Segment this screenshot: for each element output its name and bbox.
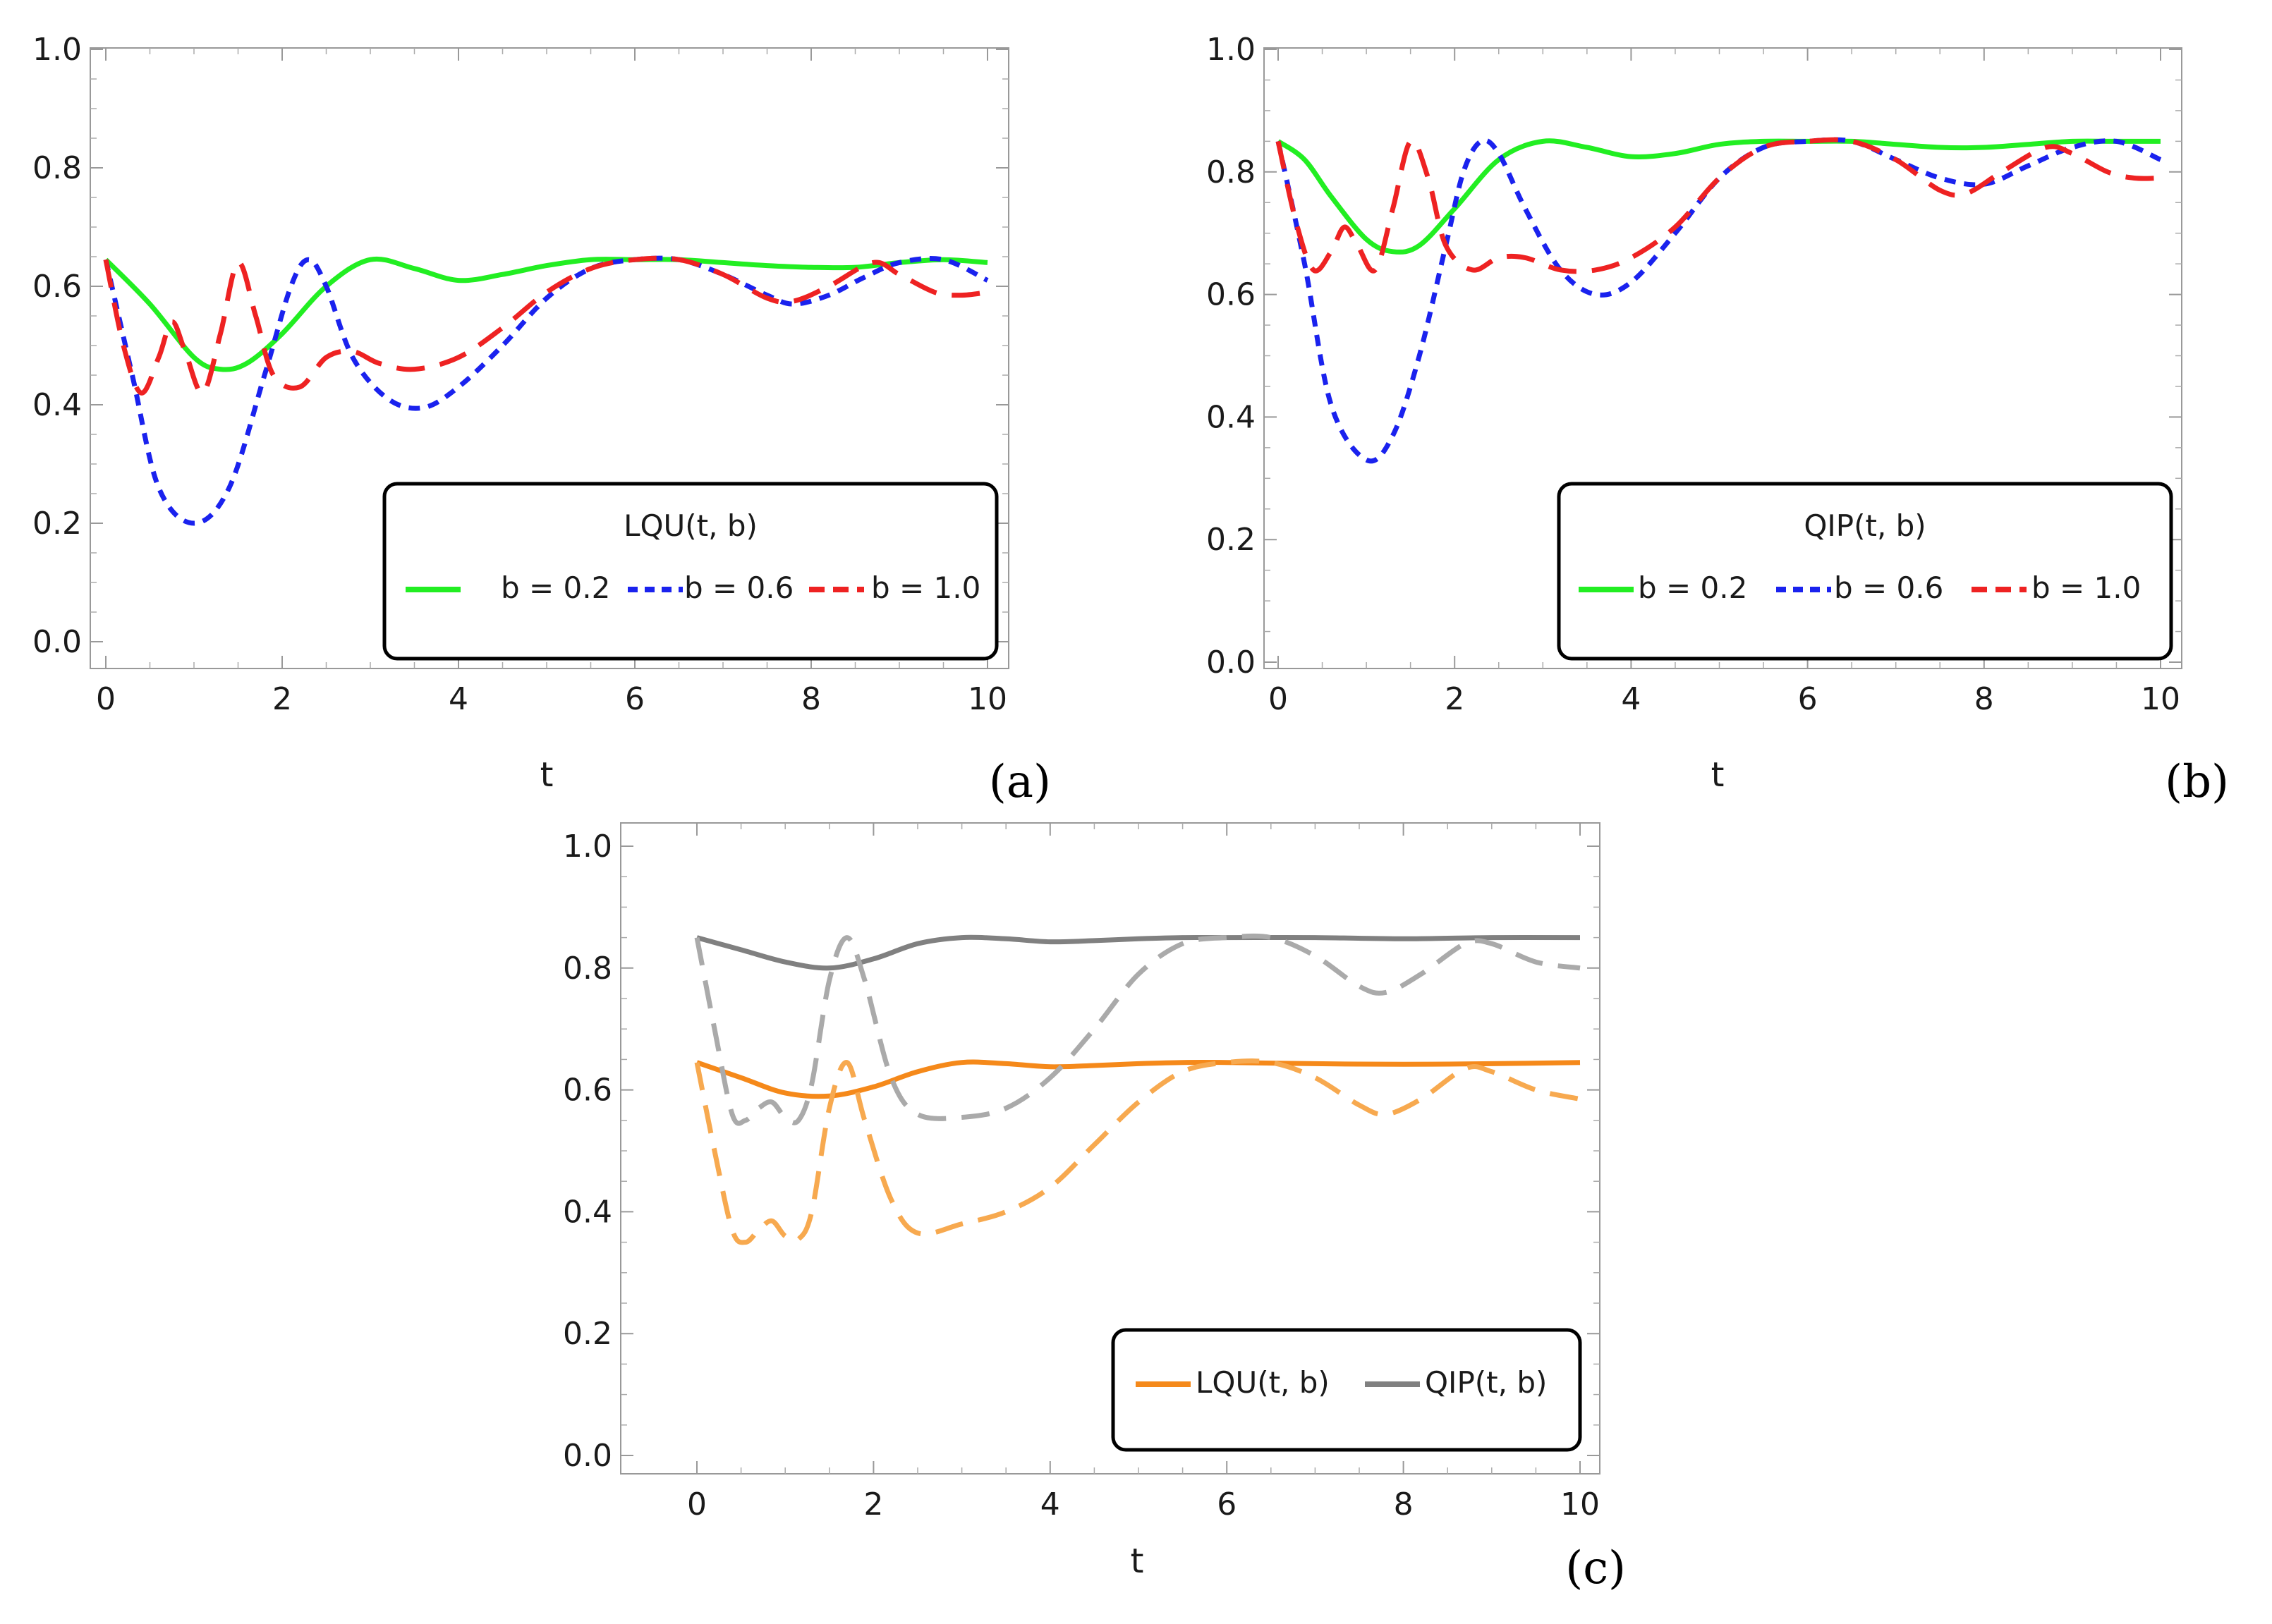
plot-frame bbox=[90, 47, 1009, 669]
panel-b: 0.0 0.2 0.4 0.6 0.8 1.0 0 2 4 6 8 10 t (b) QIP(t, b) b … bbox=[1206, 32, 2229, 808]
x-tick-label: 2 bbox=[272, 681, 292, 717]
x-tick-label: 6 bbox=[625, 681, 645, 717]
y-tick-label: 1.0 bbox=[32, 32, 82, 68]
x-axis-label: t bbox=[1711, 755, 1725, 795]
series-line bbox=[694, 1058, 1581, 1245]
y-tick-label: 0.4 bbox=[563, 1194, 612, 1230]
x-tick-label: 2 bbox=[863, 1486, 883, 1522]
legend: QIP(t, b) b = 0.2 b = 0.6 b = 1.0 bbox=[1557, 482, 2173, 661]
series-line bbox=[696, 934, 1581, 971]
y-tick-label: 0.2 bbox=[32, 506, 82, 542]
legend-entry: LQU(t, b) bbox=[1196, 1365, 1330, 1400]
legend: LQU(t, b) b = 0.2 b = 0.6 b = 1.0 bbox=[382, 482, 999, 661]
y-tick-label: 0.6 bbox=[1206, 277, 1256, 313]
x-tick-label: 6 bbox=[1217, 1486, 1237, 1522]
series-line bbox=[694, 933, 1581, 1126]
x-axis-label: t bbox=[1131, 1541, 1144, 1581]
series-line bbox=[1275, 137, 2162, 464]
legend-title: LQU(t, b) bbox=[624, 508, 758, 543]
y-tick-label: 0.4 bbox=[1206, 399, 1256, 435]
x-tick-label: 6 bbox=[1798, 681, 1818, 717]
x-tick-label: 2 bbox=[1445, 681, 1464, 717]
panel-label: (b) bbox=[2165, 756, 2229, 808]
y-tick-label: 1.0 bbox=[563, 829, 612, 865]
x-tick-label: 8 bbox=[1394, 1486, 1414, 1522]
x-tick-label: 8 bbox=[1974, 681, 1994, 717]
x-tick-label: 8 bbox=[801, 681, 821, 717]
y-tick-label: 0.6 bbox=[563, 1073, 612, 1109]
legend-entry: b = 1.0 bbox=[871, 570, 980, 605]
y-tick-label: 0.4 bbox=[32, 387, 82, 423]
legend-title: QIP(t, b) bbox=[1804, 508, 1926, 543]
legend-entry: b = 0.6 bbox=[1834, 570, 1943, 605]
panel-label: (a) bbox=[989, 756, 1051, 808]
legend-entry: b = 1.0 bbox=[2031, 570, 2141, 605]
y-tick-label: 0.0 bbox=[563, 1438, 612, 1474]
y-tick-label: 0.2 bbox=[563, 1316, 612, 1352]
series-line bbox=[103, 255, 988, 396]
x-tick-label: 4 bbox=[449, 681, 468, 717]
legend-entry: b = 0.2 bbox=[1638, 570, 1747, 605]
y-tick-label: 0.0 bbox=[32, 624, 82, 660]
y-tick-label: 0.8 bbox=[563, 951, 612, 987]
series-line bbox=[104, 256, 988, 372]
y-tick-label: 0.6 bbox=[32, 269, 82, 305]
y-tick-label: 0.0 bbox=[1206, 645, 1256, 680]
y-tick-label: 0.8 bbox=[1206, 154, 1256, 190]
x-tick-label: 10 bbox=[968, 681, 1007, 717]
legend-box bbox=[1557, 482, 2173, 661]
legend: LQU(t, b) QIP(t, b) bbox=[1111, 1328, 1582, 1452]
x-tick-label: 0 bbox=[1268, 681, 1288, 717]
plot-frame bbox=[1263, 47, 2182, 669]
x-tick-label: 4 bbox=[1040, 1486, 1060, 1522]
x-tick-label: 0 bbox=[687, 1486, 707, 1522]
legend-entry: b = 0.6 bbox=[684, 570, 794, 605]
panel-label: (c) bbox=[1565, 1542, 1626, 1594]
series-line bbox=[695, 1059, 1581, 1099]
series-line bbox=[103, 255, 989, 526]
x-tick-label: 4 bbox=[1621, 681, 1641, 717]
legend-box bbox=[382, 482, 999, 661]
x-tick-label: 10 bbox=[2141, 681, 2180, 717]
y-tick-label: 1.0 bbox=[1206, 32, 1256, 68]
x-tick-label: 0 bbox=[96, 681, 116, 717]
plot-frame bbox=[620, 822, 1600, 1475]
legend-box bbox=[1111, 1328, 1582, 1452]
panel-a: 0.0 0.2 0.4 0.6 0.8 1.0 0 2 4 6 8 10 t (a) LQU(t, b) b … bbox=[32, 32, 1051, 808]
y-tick-label: 0.2 bbox=[1206, 522, 1256, 558]
x-tick-label: 10 bbox=[1560, 1486, 1600, 1522]
legend-entry: b = 0.2 bbox=[501, 570, 610, 605]
legend-entry: QIP(t, b) bbox=[1425, 1365, 1547, 1400]
panel-c: 0.0 0.2 0.4 0.6 0.8 1.0 0 2 4 6 8 10 t (c) LQU(t, b) QI… bbox=[563, 822, 1626, 1594]
y-tick-label: 0.8 bbox=[32, 150, 82, 186]
x-axis-label: t bbox=[540, 755, 554, 795]
